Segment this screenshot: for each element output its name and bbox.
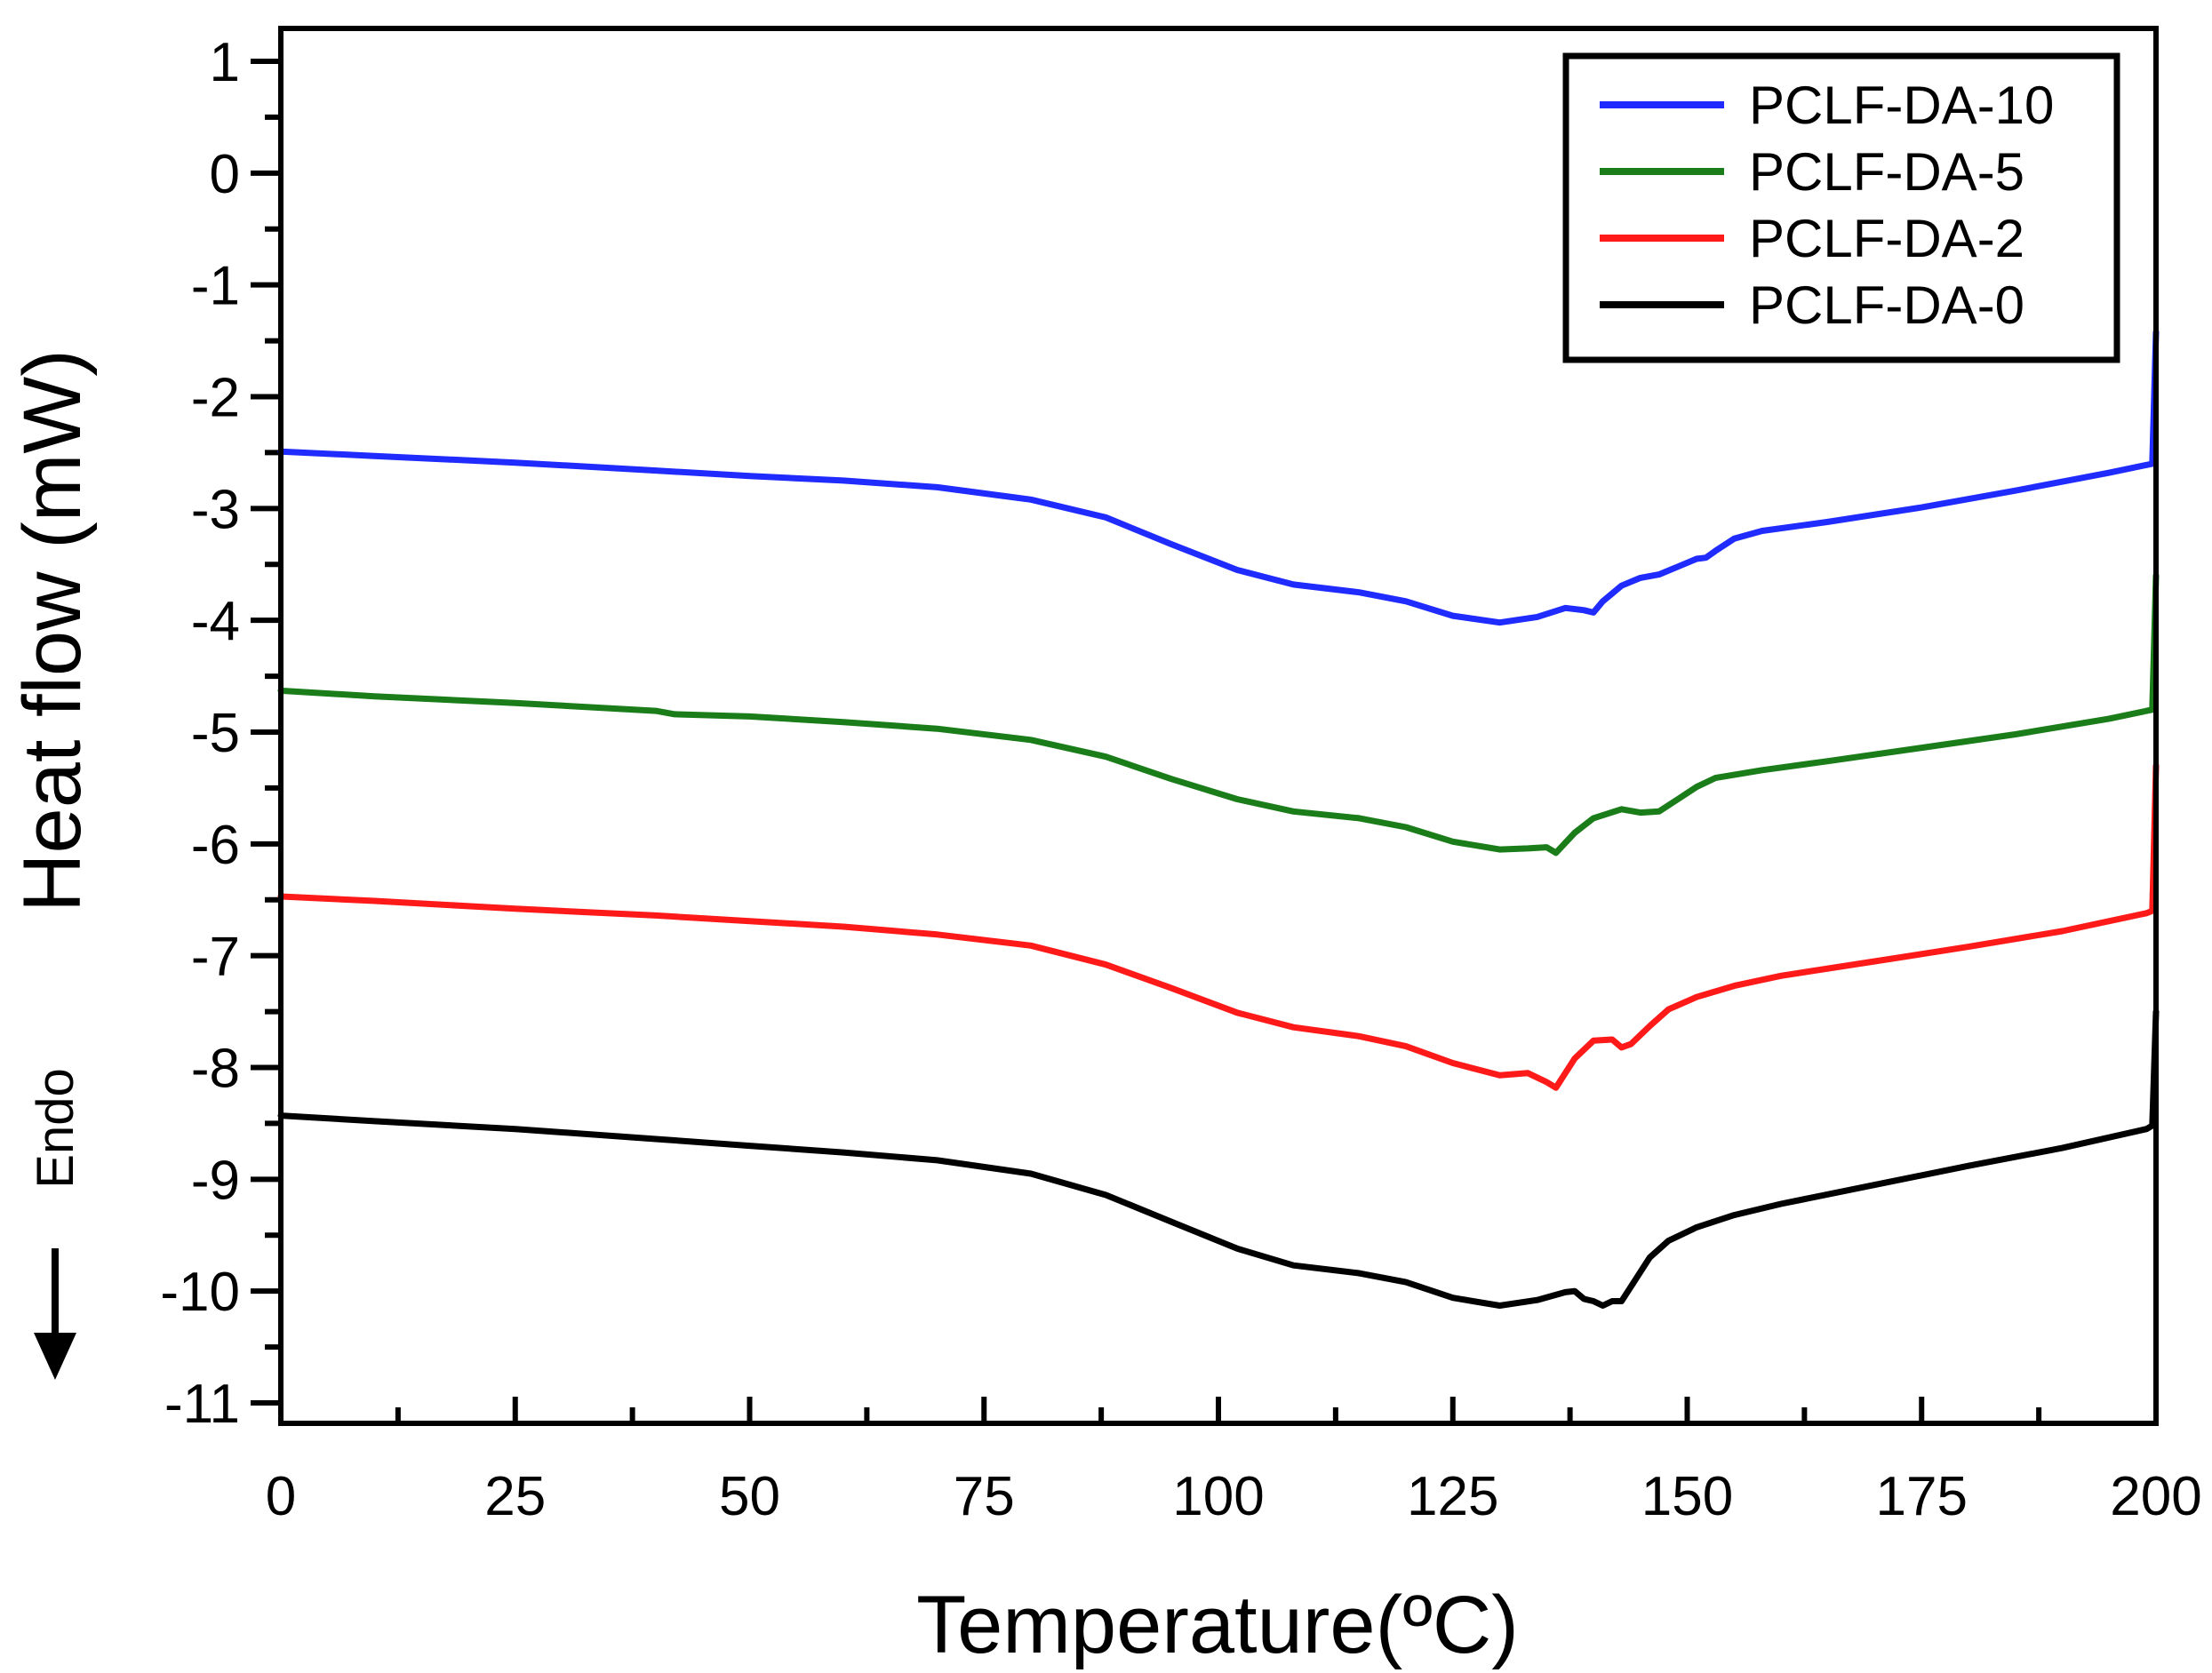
y-tick-label: -7 [191, 927, 240, 988]
endo-arrow-icon [34, 1248, 76, 1380]
y-tick-label: -4 [191, 591, 240, 652]
x-tick-label: 0 [266, 1466, 296, 1527]
legend-label: PCLF-DA-0 [1749, 275, 2024, 335]
x-tick-label: 25 [484, 1466, 546, 1527]
x-tick-label: 100 [1172, 1466, 1264, 1527]
x-tick-label: 125 [1407, 1466, 1498, 1527]
x-axis-title: Temperature(ºC) [916, 1580, 1519, 1670]
y-tick-label: -2 [191, 368, 240, 429]
y-tick-label: -10 [160, 1262, 240, 1323]
series-line-pclf-da-2 [277, 762, 2160, 1091]
series-line-pclf-da-5 [277, 572, 2160, 856]
endo-annotation: Endo [27, 1068, 84, 1188]
x-tick-label: 50 [719, 1466, 780, 1527]
y-tick-label: -3 [191, 479, 240, 540]
x-tick-label: 175 [1876, 1466, 1968, 1527]
x-tick-label: 150 [1641, 1466, 1733, 1527]
y-tick-label: 0 [210, 144, 240, 205]
legend: PCLF-DA-10 PCLF-DA-5 PCLF-DA-2 PCLF-DA-0 [1562, 52, 2120, 363]
y-tick-label: -5 [191, 703, 240, 764]
legend-label: PCLF-DA-2 [1749, 209, 2024, 268]
legend-label: PCLF-DA-10 [1749, 76, 2054, 135]
y-axis-title: Heat flow (mW) [7, 349, 98, 912]
y-tick-label: -1 [191, 256, 240, 317]
x-tick-label: 75 [954, 1466, 1015, 1527]
series-line-pclf-da-10 [277, 329, 2160, 626]
series-layer [277, 329, 2160, 1309]
y-tick-label: -9 [191, 1150, 240, 1211]
legend-label: PCLF-DA-5 [1749, 142, 2024, 202]
y-tick-label: -11 [164, 1374, 240, 1435]
y-tick-label: -8 [191, 1039, 240, 1100]
plot-frame [278, 26, 2159, 1426]
y-tick-label: 1 [210, 32, 240, 93]
y-tick-label: -6 [191, 815, 240, 876]
x-tick-label: 200 [2110, 1466, 2201, 1527]
tick-labels: 0 25 50 75 100 125 150 175 200 1 0 -1 -2 -3 -4 -5 -6 -7 -8… [160, 32, 2201, 1527]
series-line-pclf-da-0 [277, 1008, 2160, 1309]
